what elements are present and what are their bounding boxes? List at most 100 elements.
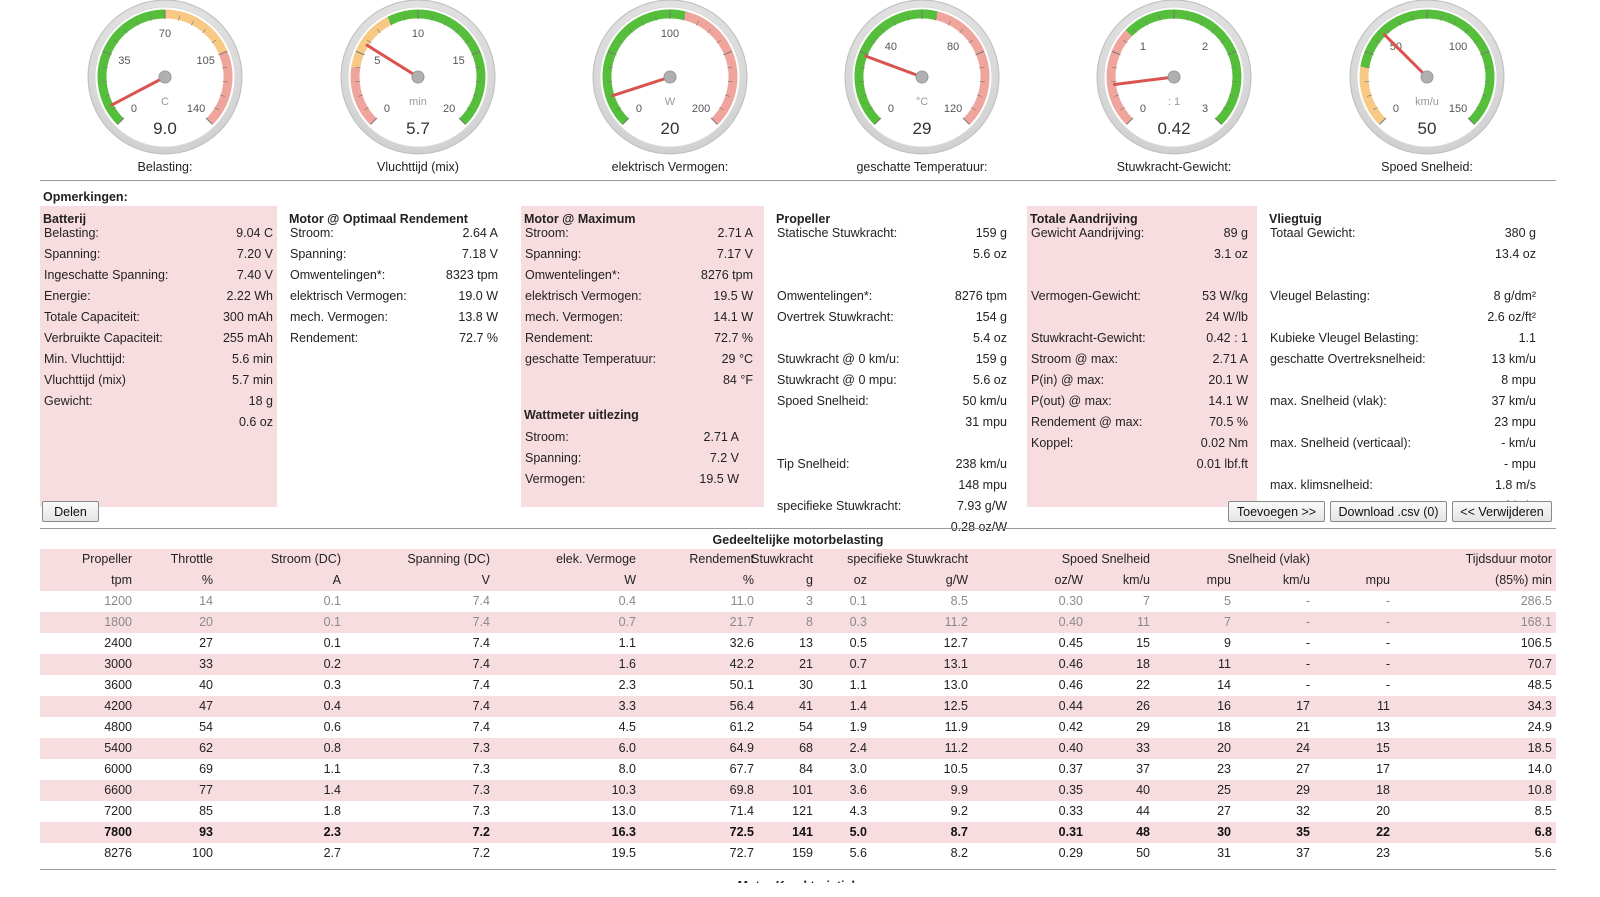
gauge-band-green (854, 9, 938, 125)
table-cell: 4200 (104, 699, 132, 713)
row-value: 24 W/lb (1205, 310, 1248, 324)
row-value: 5.6 oz (972, 373, 1007, 387)
table-cell: 27 (1296, 762, 1310, 776)
table-cell: - (1385, 657, 1390, 671)
table-cell: 68 (799, 741, 813, 755)
table-row: 6600 77 1.4 7.3 10.3 69.8 101 3.6 9.9 0.35 40 25 29 1… (40, 780, 1556, 801)
table-cell: 1200 (104, 594, 132, 608)
table-cell: 9.2 (950, 804, 968, 818)
row-value: 154 g (975, 310, 1007, 324)
gauge-tick-label: 2 (1202, 41, 1208, 53)
gauge-tick-label: 40 (885, 41, 897, 53)
gauge-band-red (1106, 30, 1133, 125)
gauge-pivot (1167, 70, 1181, 84)
gauge-tick (1229, 94, 1235, 97)
table-cell: 14.0 (1527, 762, 1552, 776)
table-cell: 84 (799, 762, 813, 776)
gauge-band-green (602, 9, 686, 125)
gauge-tick (1187, 15, 1189, 21)
gauge-tick-label: 120 (944, 103, 962, 115)
panel-row: Verbruikte Capaciteit: 255 mAh (40, 331, 277, 352)
table-cell: 5.6 (849, 846, 867, 860)
row-value: 72.7 % (714, 331, 753, 345)
row-label: Omwentelingen*: (777, 289, 873, 303)
row-label: Spanning: (44, 247, 101, 261)
row-value: 53 W/kg (1202, 289, 1248, 303)
gauge-tick (1473, 39, 1479, 44)
table-cell: 40 (199, 678, 213, 692)
table-cell: 4.5 (618, 720, 636, 734)
table-cell: 7200 (104, 804, 132, 818)
gauge-tick (1482, 94, 1488, 97)
row-label: elektrisch Vermogen: (525, 289, 642, 303)
row-label: Vermogen: (525, 471, 586, 486)
gauge-tick (205, 117, 213, 125)
table-cell: 7.3 (472, 804, 490, 818)
row-value: 5.4 oz (972, 331, 1007, 345)
table-cell: 1.8 (323, 804, 341, 818)
gauge-tick-label: 150 (1449, 103, 1467, 115)
gauge-tick-label: 20 (443, 103, 455, 115)
row-label: Koppel: (1031, 436, 1074, 450)
gauge-tick-label: 105 (196, 55, 214, 67)
gauge-tick (616, 107, 621, 111)
gauge-tick (102, 66, 108, 69)
gauge-tick (710, 117, 718, 125)
row-value: 19.5 W (713, 289, 753, 303)
add-button[interactable]: Toevoegen >> (1228, 501, 1325, 522)
table-cell: 48 (1136, 825, 1150, 839)
table-cell: 5400 (104, 741, 132, 755)
gauge-tick (1200, 20, 1203, 26)
panel-batterij: Batterij Belasting: 9.04 C Spanning: 7.20 V I… (40, 206, 277, 507)
panel-row: Spanning: 7.20 V (40, 247, 277, 268)
gauge-dial: 050100150km/u50 (1349, 0, 1505, 155)
gauge-tick (1145, 20, 1148, 26)
table-cell: 11 (1218, 657, 1231, 671)
panel-row: Stuwkracht @ 0 mpu: 5.6 oz (773, 373, 1018, 394)
gauge-tick (859, 50, 869, 56)
row-value: 2.64 A (462, 226, 498, 240)
row-value: 2.71 A (717, 226, 753, 240)
row-value: 0.42 : 1 (1206, 331, 1248, 345)
table-cell: 21 (799, 657, 813, 671)
table-cell: mpu (1365, 573, 1390, 587)
row-value: 7.40 V (236, 268, 273, 282)
row-value: 8 g/dm² (1493, 289, 1536, 303)
table-cell: 42.2 (729, 657, 754, 671)
remove-button[interactable]: << Verwijderen (1452, 501, 1552, 522)
panel-row: Rendement: 72.7 % (286, 331, 511, 352)
download-csv-button[interactable]: Download .csv (0) (1330, 501, 1447, 522)
table-cell: 44 (1136, 804, 1150, 818)
gauge-tick (218, 50, 228, 56)
gauge-value: 5.7 (406, 119, 430, 138)
table-cell: 0.1 (323, 615, 341, 629)
table-cell: 7.3 (472, 741, 490, 755)
row-value: 13.4 oz (1494, 247, 1536, 261)
row-label: Stuwkracht @ 0 mpu: (777, 373, 897, 387)
table-cell: 22 (1136, 678, 1150, 692)
table-cell: 159 (792, 846, 813, 860)
gauge-tick (725, 94, 731, 97)
table-cell: 15 (1136, 636, 1150, 650)
gauge-tick (1412, 15, 1414, 21)
row-value: 5.7 min (232, 373, 273, 387)
table-cell: - (1305, 615, 1310, 629)
gauge-caption: Belasting: (137, 160, 193, 174)
gauge-tick (102, 50, 112, 56)
gauge-tick (364, 107, 369, 111)
gauge-tick (1132, 28, 1137, 34)
gauge-tick (403, 15, 405, 21)
table-cell: 7.4 (472, 636, 490, 650)
table-cell: km/u (1122, 573, 1150, 587)
panel-row: Vermogen-Gewicht: 53 W/kg (1027, 289, 1257, 310)
table-cell: 64.9 (729, 741, 754, 755)
share-button[interactable]: Delen (42, 501, 99, 522)
table-cell: 1800 (104, 615, 132, 629)
divider (40, 869, 1556, 870)
table-cell: 0.31 (1058, 825, 1083, 839)
panel-row: elektrisch Vermogen: 19.0 W (286, 289, 511, 310)
row-value: 8276 tpm (954, 289, 1007, 303)
table-cell: % (742, 573, 754, 587)
table-cell: 72.5 (729, 825, 754, 839)
row-label: Vermogen-Gewicht: (1031, 289, 1141, 303)
